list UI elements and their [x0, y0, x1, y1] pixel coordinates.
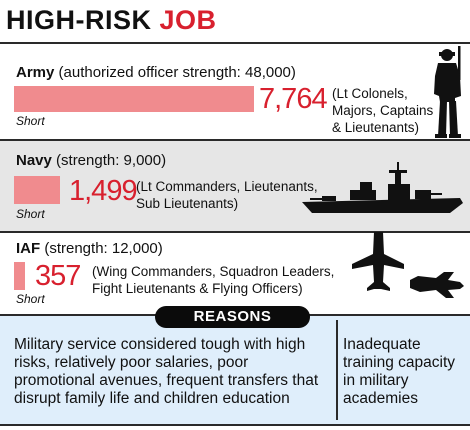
army-strength: (authorized officer strength: 48,000) — [54, 64, 296, 81]
title-accent: JOB — [159, 5, 217, 35]
iaf-bar — [14, 262, 25, 290]
navy-value-label: 1,499 — [69, 175, 138, 207]
army-ranks-line-2: Majors, Captains — [332, 103, 434, 118]
navy-ranks-line-1: (Lt Commanders, Lieutenants, — [136, 179, 318, 194]
navy-short-label: Short — [16, 207, 45, 221]
navy-bar — [14, 176, 60, 204]
iaf-heading: IAF (strength: 12,000) — [16, 240, 163, 257]
page-title: HIGH-RISK JOB — [6, 4, 217, 36]
navy-ranks-line-2: Sub Lieutenants) — [136, 196, 239, 211]
iaf-ranks-line-1: (Wing Commanders, Squadron Leaders, — [92, 264, 335, 279]
reason-main-text: Military service considered tough with h… — [14, 336, 319, 407]
soldier-icon — [434, 46, 461, 138]
army-value-label: 7,764 — [259, 83, 328, 115]
army-bar — [14, 86, 254, 112]
navy-name: Navy — [16, 152, 52, 169]
navy-strength: (strength: 9,000) — [51, 152, 167, 169]
warship-icon — [302, 162, 463, 213]
title-prefix: HIGH-RISK — [6, 5, 160, 35]
army-ranks-line-3: & Lieutenants) — [332, 120, 420, 135]
army-short-label: Short — [16, 114, 45, 128]
iaf-short-label: Short — [16, 292, 45, 306]
navy-ranks: (Lt Commanders, Lieutenants, Sub Lieuten… — [136, 178, 318, 212]
reasons-box — [0, 314, 470, 426]
iaf-strength: (strength: 12,000) — [40, 240, 163, 257]
army-ranks: (Lt Colonels, Majors, Captains & Lieuten… — [332, 85, 433, 136]
navy-heading: Navy (strength: 9,000) — [16, 152, 166, 169]
reason-side-text: Inadequate training capacity in military… — [343, 336, 456, 407]
iaf-value-label: 357 — [35, 260, 81, 292]
fighter-jets-icon — [352, 232, 464, 298]
army-heading: Army (authorized officer strength: 48,00… — [16, 64, 296, 81]
reasons-divider — [336, 320, 338, 420]
army-section: Army (authorized officer strength: 48,00… — [0, 44, 470, 138]
army-name: Army — [16, 64, 55, 81]
iaf-name: IAF — [16, 240, 41, 257]
army-navy-rule — [0, 139, 470, 141]
army-ranks-line-1: (Lt Colonels, — [332, 86, 408, 101]
iaf-ranks: (Wing Commanders, Squadron Leaders, Figh… — [92, 263, 334, 297]
iaf-ranks-line-2: Fight Lieutenants & Flying Officers) — [92, 281, 303, 296]
reasons-label: REASONS — [155, 306, 310, 328]
title-rule — [0, 42, 470, 44]
navy-iaf-rule — [0, 231, 470, 233]
